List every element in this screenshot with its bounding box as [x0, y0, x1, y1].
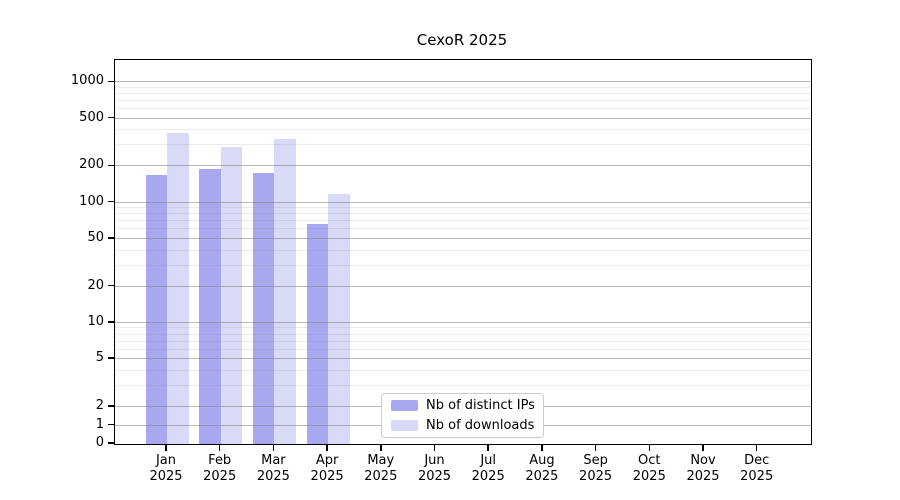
gridline-40	[115, 249, 811, 251]
bar-downloads-jan	[167, 132, 189, 444]
gridline-9	[115, 327, 811, 329]
gridline-500	[115, 117, 811, 119]
x-tick-label-jul: Jul 2025	[471, 453, 505, 484]
y-tick-label-1: 1	[95, 416, 104, 432]
gridline-6	[115, 348, 811, 350]
y-tick-1000	[108, 80, 114, 83]
x-tick-label-may: May 2025	[364, 453, 398, 484]
gridline-600	[115, 108, 811, 110]
bar-downloads-feb	[220, 147, 243, 444]
x-tick-may	[380, 444, 382, 451]
gridline-90	[115, 207, 811, 209]
bar-distinct-ips-jan	[145, 174, 167, 444]
x-tick-oct	[648, 444, 651, 451]
y-tick-label-500: 500	[79, 109, 104, 125]
x-tick-mar	[272, 444, 275, 451]
gridline-20	[115, 285, 811, 287]
y-tick-2	[108, 405, 114, 407]
gridline-200	[115, 165, 811, 167]
legend-entry-downloads: Nb of downloads	[391, 418, 534, 433]
y-tick-label-20: 20	[87, 277, 104, 293]
gridline-10	[115, 321, 811, 323]
y-tick-0	[108, 442, 114, 444]
y-tick-label-200: 200	[79, 157, 104, 173]
x-tick-sep	[594, 444, 597, 451]
y-tick-50	[108, 237, 114, 239]
gridline-100	[115, 201, 811, 203]
x-tick-jan	[165, 444, 167, 451]
bar-distinct-ips-mar	[252, 172, 275, 444]
gridline-5	[115, 358, 811, 360]
legend-swatch-distinct-ips	[391, 400, 418, 411]
y-tick-label-2: 2	[95, 398, 104, 413]
gridline-700	[115, 99, 811, 101]
x-tick-label-jun: Jun 2025	[417, 453, 452, 484]
gridline-400	[115, 129, 811, 131]
x-tick-jun	[433, 444, 436, 451]
bar-downloads-mar	[274, 138, 296, 444]
gridline-70	[115, 220, 811, 222]
y-tick-100	[108, 200, 114, 203]
x-tick-label-dec: Dec 2025	[740, 453, 774, 484]
x-tick-label-apr: Apr 2025	[310, 453, 344, 484]
gridline-3	[115, 384, 811, 386]
y-tick-label-10: 10	[87, 313, 104, 329]
x-tick-label-oct: Oct 2025	[632, 453, 666, 484]
x-tick-label-mar: Mar 2025	[256, 453, 290, 484]
x-tick-label-feb: Feb 2025	[203, 453, 237, 484]
legend-swatch-downloads	[391, 420, 418, 431]
gridline-50	[115, 237, 811, 239]
y-tick-1	[108, 423, 114, 426]
x-tick-feb	[218, 444, 221, 451]
gridline-300	[115, 144, 811, 146]
legend: Nb of distinct IPs Nb of downloads	[381, 393, 544, 438]
y-tick-label-0: 0	[95, 435, 104, 450]
gridline-7	[115, 340, 811, 342]
x-tick-nov	[702, 444, 704, 451]
gridline-800	[115, 92, 811, 94]
gridline-8	[115, 333, 811, 335]
x-tick-label-aug: Aug 2025	[525, 453, 559, 484]
y-tick-500	[108, 116, 114, 119]
y-tick-200	[108, 164, 114, 167]
y-tick-label-5: 5	[95, 350, 104, 366]
gridline-80	[115, 213, 811, 215]
x-tick-jul	[487, 444, 489, 451]
legend-label-downloads: Nb of downloads	[426, 418, 535, 433]
y-tick-label-100: 100	[79, 193, 104, 209]
plot-area: Nb of distinct IPs Nb of downloads	[114, 59, 812, 445]
y-tick-5	[108, 357, 114, 359]
gridline-1000	[115, 81, 811, 83]
x-tick-label-sep: Sep 2025	[579, 453, 613, 484]
x-tick-apr	[326, 444, 328, 451]
y-tick-20	[108, 284, 114, 287]
gridline-4	[115, 369, 811, 371]
gridline-60	[115, 228, 811, 230]
x-tick-label-jan: Jan 2025	[149, 453, 183, 484]
gridline-30	[115, 264, 811, 266]
legend-label-distinct-ips: Nb of distinct IPs	[426, 398, 535, 413]
bar-distinct-ips-feb	[199, 169, 221, 444]
x-tick-dec	[755, 444, 758, 451]
gridline-900	[115, 86, 811, 88]
x-tick-aug	[541, 444, 543, 451]
y-tick-10	[108, 321, 114, 323]
y-tick-label-1000: 1000	[70, 73, 104, 89]
chart-title: CexoR 2025	[416, 31, 508, 49]
x-tick-label-nov: Nov 2025	[686, 453, 720, 484]
y-tick-label-50: 50	[87, 229, 104, 245]
legend-entry-distinct-ips: Nb of distinct IPs	[391, 398, 535, 413]
bar-downloads-apr	[328, 193, 350, 444]
bar-distinct-ips-apr	[306, 223, 329, 444]
